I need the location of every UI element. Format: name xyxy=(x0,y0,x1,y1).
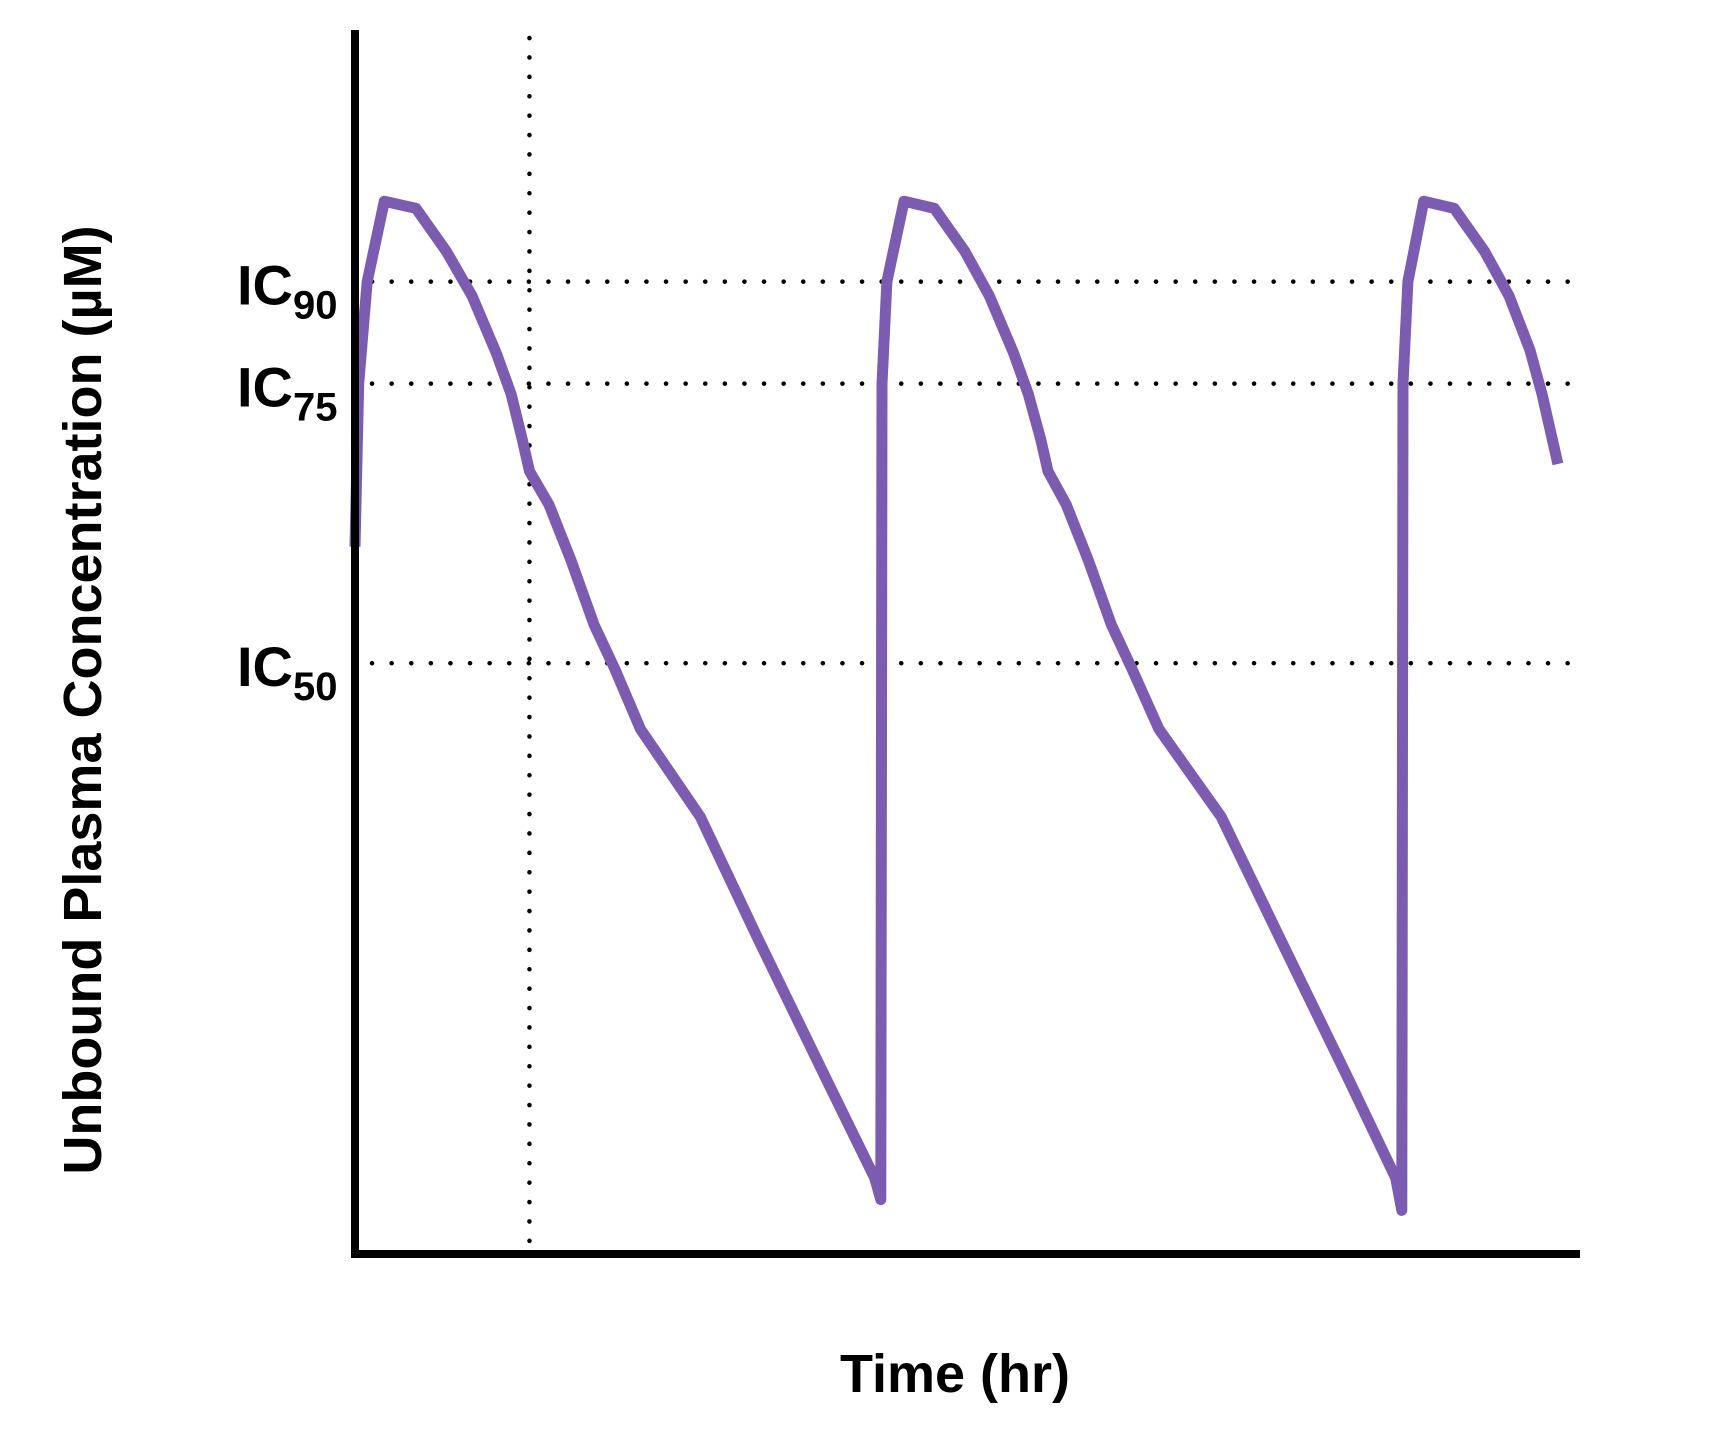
x-axis-title: Time (hr) xyxy=(840,1344,1070,1404)
series-line-0 xyxy=(349,195,1564,1216)
reference-label-50: IC50 xyxy=(237,635,338,709)
y-axis-title: Unbound Plasma Concentration (µM) xyxy=(53,225,113,1174)
reference-label-75: IC75 xyxy=(237,356,338,430)
reference-lines xyxy=(369,279,1575,666)
reference-labels: IC90 IC75 IC50 xyxy=(237,254,338,710)
series-layer xyxy=(349,195,1564,1216)
reference-label-90: IC90 xyxy=(237,254,338,328)
